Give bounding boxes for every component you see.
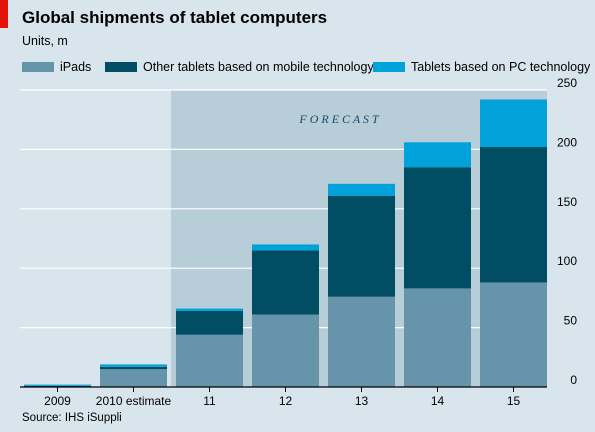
bar-pc-6: [480, 99, 547, 148]
bar-pc-0: [24, 384, 91, 386]
forecast-label: F O R E C A S T: [298, 112, 380, 126]
chart-subtitle: Units, m: [22, 34, 68, 48]
bar-pc-1: [100, 364, 167, 367]
bar-pc-5: [404, 142, 471, 168]
x-tick-label: 2009: [44, 394, 71, 408]
bar-ipads-1: [100, 369, 167, 387]
legend-swatch-ipads: [22, 62, 54, 72]
y-tick-label: 50: [564, 314, 578, 328]
bar-mobile-6: [480, 147, 547, 283]
bar-ipads-2: [176, 334, 243, 387]
legend-swatch-mobile: [105, 62, 137, 72]
bar-mobile-4: [328, 195, 395, 297]
bar-ipads-3: [252, 314, 319, 387]
bar-mobile-1: [100, 366, 167, 370]
x-tick-label: 2010 estimate: [96, 394, 172, 408]
legend-item-mobile: Other tablets based on mobile technology: [105, 60, 374, 74]
legend-label-ipads: iPads: [60, 60, 92, 74]
legend-swatch-pc: [373, 62, 405, 72]
y-tick-label: 200: [557, 135, 577, 149]
chart-title: Global shipments of tablet computers: [22, 8, 328, 27]
x-tick-label: 12: [279, 394, 293, 408]
x-tick-label: 13: [355, 394, 369, 408]
bar-pc-2: [176, 308, 243, 311]
bar-ipads-5: [404, 288, 471, 387]
legend-item-ipads: iPads: [22, 60, 91, 74]
bar-pc-3: [252, 244, 319, 251]
bar-mobile-5: [404, 167, 471, 289]
bar-mobile-2: [176, 310, 243, 335]
x-tick-label: 15: [507, 394, 521, 408]
legend-label-pc: Tablets based on PC technology: [411, 60, 591, 74]
brand-tab: [0, 0, 8, 28]
bar-pc-4: [328, 183, 395, 196]
y-tick-label: 0: [570, 373, 577, 387]
legend-label-mobile: Other tablets based on mobile technology: [143, 60, 374, 74]
bar-ipads-6: [480, 282, 547, 387]
legend: iPads Other tablets based on mobile tech…: [0, 60, 595, 76]
bar-ipads-4: [328, 296, 395, 387]
bar-mobile-3: [252, 250, 319, 315]
y-tick-label: 100: [557, 254, 577, 268]
y-tick-label: 250: [557, 76, 577, 90]
x-tick-label: 11: [203, 394, 216, 408]
x-tick-label: 14: [431, 394, 445, 408]
source-note: Source: IHS iSuppli: [22, 412, 122, 424]
legend-item-pc: Tablets based on PC technology: [373, 60, 590, 74]
y-tick-label: 150: [557, 195, 577, 209]
